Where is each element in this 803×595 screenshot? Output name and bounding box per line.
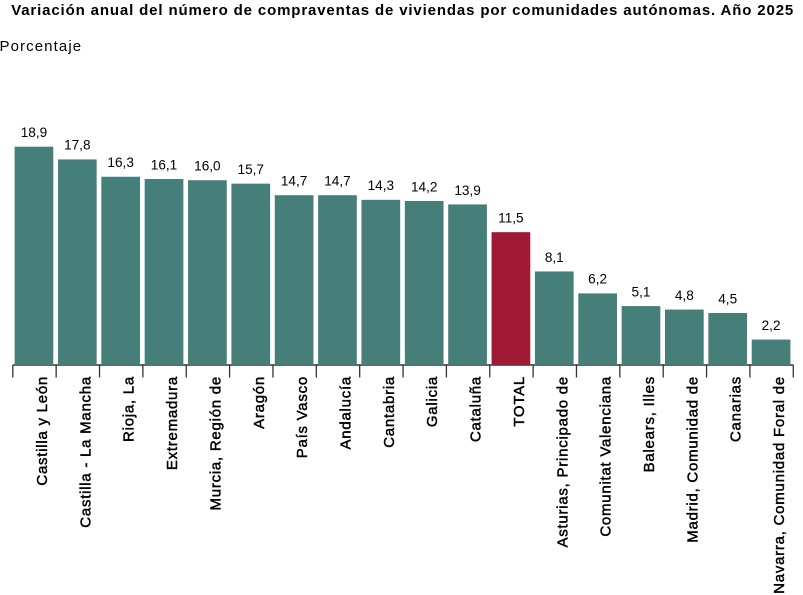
svg-text:Madrid, Comunidad de: Madrid, Comunidad de — [684, 376, 701, 543]
svg-text:14,7: 14,7 — [281, 174, 307, 189]
svg-text:TOTAL: TOTAL — [511, 376, 528, 427]
svg-text:Extremadura: Extremadura — [164, 376, 181, 470]
svg-text:13,9: 13,9 — [454, 183, 480, 198]
svg-text:Asturias, Principado de: Asturias, Principado de — [554, 376, 571, 548]
svg-text:8,1: 8,1 — [545, 250, 564, 265]
svg-text:17,8: 17,8 — [64, 138, 90, 153]
svg-text:16,1: 16,1 — [151, 157, 177, 172]
svg-text:18,9: 18,9 — [21, 125, 47, 140]
svg-text:14,3: 14,3 — [368, 178, 394, 193]
svg-text:Navarra, Comunidad Foral de: Navarra, Comunidad Foral de — [771, 376, 788, 594]
svg-text:14,2: 14,2 — [411, 179, 437, 194]
svg-text:Galicia: Galicia — [424, 376, 441, 427]
svg-text:4,8: 4,8 — [675, 288, 694, 303]
svg-text:2,2: 2,2 — [762, 318, 781, 333]
svg-text:Cataluña: Cataluña — [468, 376, 485, 442]
svg-text:Aragón: Aragón — [251, 376, 268, 429]
svg-text:Castilla y León: Castilla y León — [34, 376, 51, 486]
svg-text:16,0: 16,0 — [194, 159, 221, 174]
svg-text:5,1: 5,1 — [632, 284, 651, 299]
svg-text:Balears, Illes: Balears, Illes — [641, 376, 658, 472]
svg-text:Andalucía: Andalucía — [337, 376, 354, 449]
svg-text:Rioja, La: Rioja, La — [121, 376, 138, 442]
svg-text:País Vasco: País Vasco — [294, 376, 311, 458]
svg-text:Cantabria: Cantabria — [381, 376, 398, 448]
svg-text:15,7: 15,7 — [238, 162, 264, 177]
svg-text:Murcia, Región de: Murcia, Región de — [207, 376, 224, 510]
svg-text:Castilla - La Mancha: Castilla - La Mancha — [77, 376, 94, 528]
svg-text:6,2: 6,2 — [588, 272, 607, 287]
svg-text:11,5: 11,5 — [498, 210, 523, 225]
svg-text:14,7: 14,7 — [324, 174, 350, 189]
svg-text:Canarias: Canarias — [728, 376, 745, 442]
svg-text:Comunitat Valenciana: Comunitat Valenciana — [598, 376, 615, 537]
svg-text:4,5: 4,5 — [718, 291, 737, 306]
svg-text:16,3: 16,3 — [107, 155, 133, 170]
